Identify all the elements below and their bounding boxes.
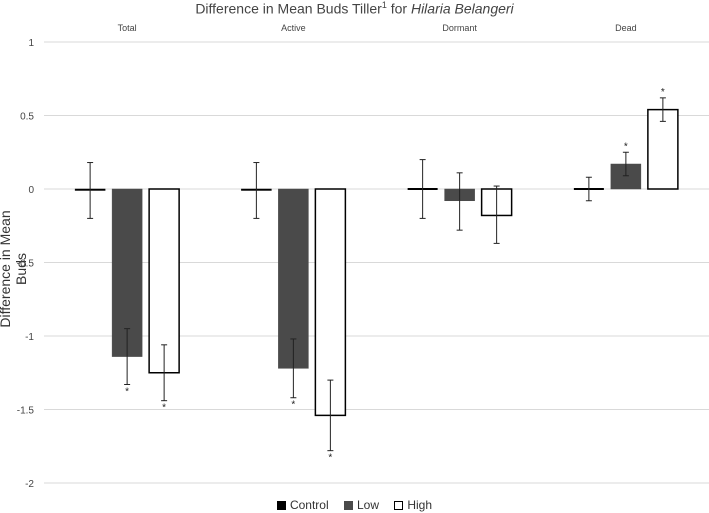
title-connector: for: [386, 0, 411, 17]
legend-item-low: Low: [343, 498, 379, 512]
y-tick-label: 0: [28, 185, 34, 196]
y-tick-label: -2: [25, 479, 34, 490]
legend-label-high: High: [407, 498, 433, 512]
significance-marker: *: [291, 400, 295, 411]
y-tick-label: 1: [28, 38, 34, 49]
significance-marker: *: [162, 403, 166, 414]
significance-marker: *: [661, 87, 665, 98]
bar: [647, 108, 679, 190]
legend-label-low: Low: [356, 498, 379, 512]
significance-marker: *: [125, 387, 129, 398]
category-label: Dead: [615, 23, 637, 33]
category-label: Total: [118, 23, 137, 33]
category-label: Dormant: [442, 23, 477, 33]
bar: [314, 188, 347, 417]
chart-title: Difference in Mean Buds Tiller1 for Hila…: [0, 0, 709, 17]
title-species: Hilaria Belangeri: [410, 0, 514, 17]
legend-label-control: Control: [289, 498, 329, 512]
title-text: Difference in Mean Buds Tiller: [195, 0, 382, 17]
y-tick-label: -1.5: [17, 406, 35, 417]
significance-marker: *: [624, 141, 628, 152]
legend: Control Low High: [0, 498, 709, 513]
legend-swatch-low: [343, 500, 353, 510]
legend-swatch-control: [276, 500, 286, 510]
title-superscript: 1: [381, 0, 387, 10]
category-label: Active: [281, 23, 306, 33]
y-tick-label: -0.5: [17, 259, 35, 270]
significance-marker: *: [328, 453, 332, 464]
bar: [148, 188, 180, 374]
legend-item-control: Control: [276, 498, 329, 512]
y-tick-label: 0.5: [20, 112, 34, 123]
legend-item-high: High: [394, 498, 432, 512]
legend-swatch-high: [394, 500, 404, 510]
y-tick-label: -1: [25, 332, 34, 343]
